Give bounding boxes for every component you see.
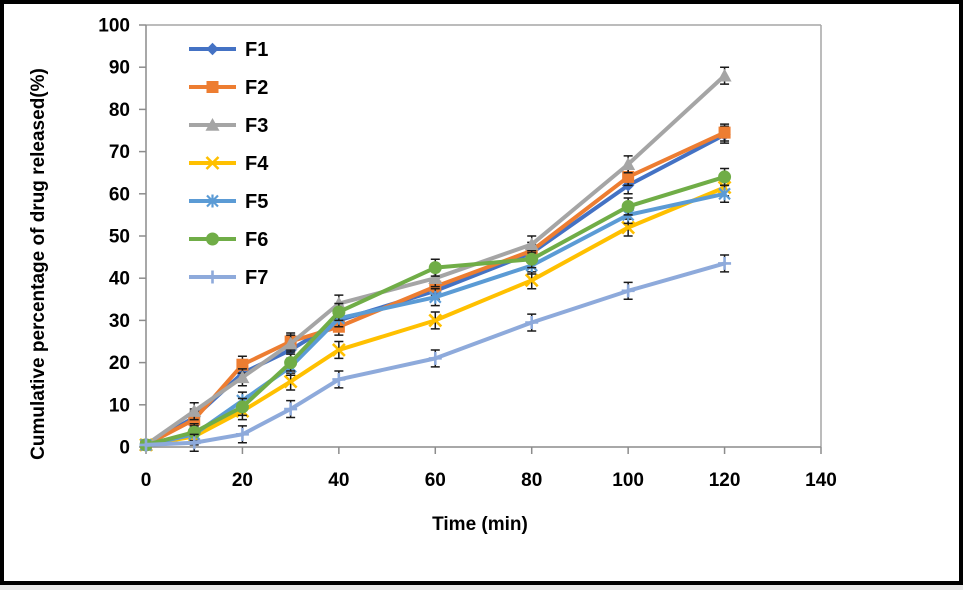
square-marker-icon: [718, 126, 731, 139]
triangle-marker-icon: [187, 404, 202, 417]
circle-marker-icon: [187, 425, 201, 439]
asterisk-marker-icon: [206, 194, 219, 208]
circle-marker-icon: [525, 252, 539, 266]
legend-label-f4: F4: [245, 153, 269, 175]
plus-marker-icon: [139, 438, 153, 452]
legend-item-f6: F6: [189, 229, 268, 251]
circle-marker-icon: [284, 356, 298, 370]
x-axis-title: Time (min): [432, 514, 528, 535]
plot-area: 0 10 20 30 40 50 60 70 80 90 100 0 20 40 60 80 100 120 140: [98, 16, 837, 492]
x-marker-icon: [283, 374, 298, 389]
y-axis-title: Cumulative percentage of drug released(%…: [28, 68, 49, 460]
x-tick-label: 40: [328, 470, 349, 491]
legend-label-f3: F3: [245, 115, 268, 137]
plus-marker-icon: [718, 256, 732, 270]
series-layer: [139, 66, 732, 452]
triangle-marker-icon: [428, 271, 443, 284]
plus-marker-icon: [284, 402, 298, 416]
x-tick-label: 80: [521, 470, 542, 491]
legend-label-f5: F5: [245, 191, 268, 213]
x-tick-label: 140: [805, 470, 837, 491]
y-tick-label: 80: [109, 100, 130, 121]
legend-label-f6: F6: [245, 229, 268, 251]
x-tick-label: 0: [141, 470, 152, 491]
triangle-marker-icon: [283, 336, 298, 350]
square-marker-icon: [236, 358, 249, 371]
x-tick-label: 100: [612, 470, 644, 491]
plus-marker-icon: [428, 351, 442, 365]
square-marker-icon: [206, 81, 219, 93]
circle-marker-icon: [206, 232, 219, 246]
y-tick-label: 0: [119, 438, 130, 459]
legend-item-f4: F4: [189, 153, 269, 175]
x-tick-label: 120: [709, 470, 741, 491]
triangle-marker-icon: [717, 68, 732, 82]
x-marker-icon: [331, 343, 346, 357]
plus-marker-icon: [235, 427, 249, 441]
legend-item-f7: F7: [189, 267, 268, 289]
series-F6: [139, 167, 732, 452]
diamond-marker-icon: [206, 42, 219, 56]
y-tick-label: 70: [109, 142, 130, 163]
circle-marker-icon: [428, 261, 442, 275]
y-tick-label: 20: [109, 353, 130, 374]
circle-marker-icon: [332, 305, 346, 319]
y-tick-label: 100: [98, 16, 130, 37]
triangle-marker-icon: [235, 370, 250, 384]
y-tick-label: 10: [109, 395, 130, 416]
square-marker-icon: [622, 170, 635, 183]
circle-marker-icon: [718, 170, 732, 184]
x-marker-icon: [205, 156, 220, 170]
plus-marker-icon: [525, 316, 539, 330]
plus-marker-icon: [621, 284, 635, 298]
circle-marker-icon: [621, 199, 635, 213]
legend-label-f7: F7: [245, 267, 268, 289]
legend: F1 F2 F3 F4 F5 F6 F7: [189, 39, 269, 289]
asterisk-marker-icon: [429, 290, 442, 304]
x-marker-icon: [428, 313, 443, 328]
legend-item-f3: F3: [189, 115, 268, 137]
y-tick-label: 30: [109, 311, 130, 332]
plus-marker-icon: [332, 372, 346, 386]
x-tick-label: 20: [232, 470, 253, 491]
legend-label-f2: F2: [245, 77, 268, 99]
triangle-marker-icon: [205, 118, 220, 131]
triangle-marker-icon: [524, 237, 539, 251]
series-F7: [139, 254, 732, 452]
legend-item-f1: F1: [189, 39, 268, 61]
x-tick-label: 60: [425, 470, 446, 491]
y-tick-label: 50: [109, 227, 130, 248]
triangle-marker-icon: [621, 157, 636, 171]
y-tick-label: 60: [109, 184, 130, 205]
x-marker-icon: [524, 273, 539, 288]
legend-item-f2: F2: [189, 77, 268, 99]
y-tick-label: 90: [109, 58, 130, 79]
asterisk-marker-icon: [718, 187, 731, 201]
plus-marker-icon: [206, 270, 219, 284]
legend-label-f1: F1: [245, 39, 268, 61]
circle-marker-icon: [235, 400, 249, 414]
y-tick-label: 40: [109, 269, 130, 290]
legend-item-f5: F5: [189, 191, 268, 213]
plus-marker-icon: [187, 436, 201, 450]
